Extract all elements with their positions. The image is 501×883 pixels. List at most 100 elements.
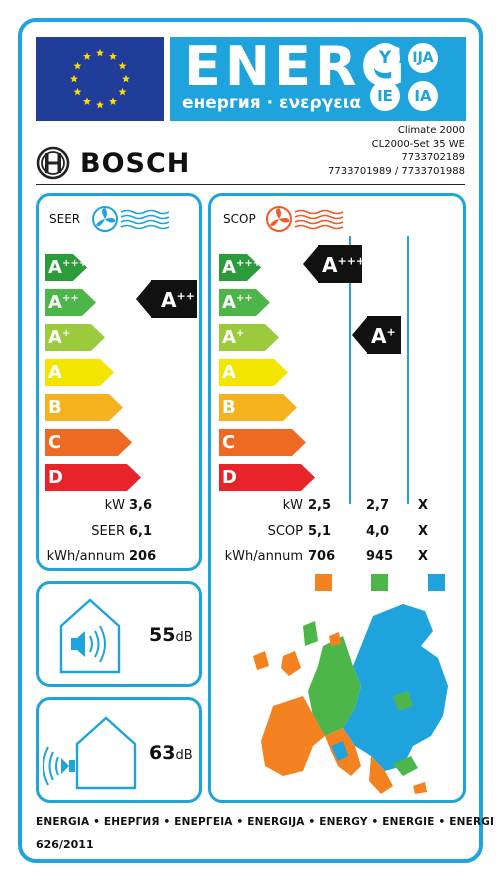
seer-title: SEER bbox=[49, 212, 81, 226]
eu-star-icon bbox=[109, 52, 117, 60]
scop-class-letter: A bbox=[222, 292, 236, 313]
seer-class-suffix: +++ bbox=[61, 258, 88, 269]
model-line-4: 7733701989 / 7733701988 bbox=[328, 165, 465, 177]
scop-row-label-scop: SCOP bbox=[267, 524, 303, 539]
seer-class-letter: A bbox=[48, 327, 62, 348]
scop-class-letter: A bbox=[222, 327, 236, 348]
scop-class-suffix: +++ bbox=[235, 258, 262, 269]
language-circle-ija: IJA bbox=[408, 43, 438, 73]
indoor-noise-value: 55dB bbox=[149, 624, 193, 646]
scop-value-scop-average: 5,1 bbox=[308, 524, 332, 539]
scop-class-suffix: + bbox=[235, 328, 245, 339]
regulation-number: 626/2011 bbox=[36, 838, 94, 851]
seer-class-bar-5: C bbox=[45, 429, 132, 456]
outdoor-noise-unit: dB bbox=[175, 748, 193, 763]
eu-star-icon bbox=[122, 74, 130, 83]
energy-word: ENERG bbox=[184, 35, 409, 98]
scop-class-bar-2: A+ bbox=[219, 324, 279, 351]
seer-class-letter: B bbox=[48, 397, 62, 418]
model-line-2: CL2000-Set 35 WE bbox=[371, 138, 465, 150]
fan-cooling-icon bbox=[92, 206, 170, 232]
scop-class-letter: B bbox=[222, 397, 236, 418]
label-frame bbox=[18, 18, 483, 863]
scop-class-bar-4: B bbox=[219, 394, 297, 421]
climate-swatch-warmer bbox=[428, 574, 445, 591]
scop-value-scop-warmer: X bbox=[418, 524, 429, 539]
indoor-speaker-icon bbox=[59, 598, 121, 674]
scop-class-bar-1: A++ bbox=[219, 289, 270, 316]
scop-value-kwh-average: 706 bbox=[308, 549, 336, 564]
scop-row-label-kw: kW bbox=[282, 498, 303, 513]
scop-class-bar-5: C bbox=[219, 429, 306, 456]
scop-value-kwh-warmer: X bbox=[418, 549, 429, 564]
seer-class-bar-0: A+++ bbox=[45, 254, 87, 281]
scop-indicator-colder-suffix: + bbox=[386, 325, 396, 339]
eu-star-icon bbox=[118, 87, 127, 96]
climate-swatch-colder bbox=[371, 574, 388, 591]
seer-class-bar-2: A+ bbox=[45, 324, 105, 351]
seer-class-indicator: A++ bbox=[136, 280, 197, 318]
brand-name: BOSCH bbox=[80, 148, 191, 179]
energy-subtitle: енергия · ενεργεια bbox=[182, 93, 361, 113]
fan-heating-icon bbox=[266, 206, 344, 232]
seer-class-letter: A bbox=[48, 292, 62, 313]
europe-climate-map-icon bbox=[253, 604, 448, 794]
scop-class-letter: A bbox=[222, 362, 236, 383]
scop-value-scop-colder: 4,0 bbox=[366, 524, 390, 539]
scop-indicator-colder: A+ bbox=[352, 316, 401, 354]
seer-class-letter: D bbox=[48, 467, 63, 488]
outdoor-noise-panel: 63dB bbox=[36, 697, 202, 803]
outdoor-noise-value: 63dB bbox=[149, 742, 193, 764]
seer-class-bar-6: D bbox=[45, 464, 141, 491]
seer-class-suffix: ++ bbox=[61, 293, 79, 304]
scop-class-bar-6: D bbox=[219, 464, 315, 491]
seer-indicator-base: A bbox=[161, 288, 177, 312]
model-line-3: 7733702189 bbox=[401, 152, 465, 163]
energy-banner: ENERG енергия · ενεργεια Y IJA IE IA bbox=[170, 35, 466, 121]
indoor-noise-number: 55 bbox=[149, 624, 176, 646]
eu-star-icon bbox=[96, 100, 104, 109]
scop-indicator-average-suffix: +++ bbox=[337, 254, 366, 268]
scop-class-letter: A bbox=[222, 257, 236, 278]
indoor-noise-unit: dB bbox=[175, 630, 193, 645]
scop-indicator-average: A+++ bbox=[303, 245, 366, 283]
scop-title: SCOP bbox=[223, 212, 256, 226]
seer-class-bar-4: B bbox=[45, 394, 123, 421]
scop-column-divider-1 bbox=[349, 236, 351, 504]
scop-panel: SCOP A+++ A++ A+ A B C D A+++ A+ kW 2,5 2,7 X … bbox=[208, 193, 466, 803]
header-divider bbox=[36, 184, 465, 185]
scop-class-letter: C bbox=[222, 432, 236, 453]
language-circle-ie: IE bbox=[370, 81, 400, 111]
eu-star-icon bbox=[83, 97, 91, 105]
outdoor-speaker-icon bbox=[43, 716, 137, 790]
language-circle-ia: IA bbox=[408, 81, 438, 111]
climate-swatch-average bbox=[315, 574, 332, 591]
scop-class-letter: D bbox=[222, 467, 237, 488]
eu-star-icon bbox=[73, 61, 82, 70]
scop-row-label-kwh: kWh/annum bbox=[224, 549, 303, 564]
seer-row-label-kw: kW bbox=[104, 498, 125, 513]
eu-star-icon bbox=[118, 61, 127, 70]
scop-value-kw-warmer: X bbox=[418, 498, 429, 513]
seer-class-suffix: + bbox=[61, 328, 71, 339]
eu-star-icon bbox=[70, 74, 78, 83]
scop-indicator-colder-base: A bbox=[371, 324, 387, 348]
seer-class-letter: A bbox=[48, 257, 62, 278]
bosch-logo: BOSCH bbox=[36, 146, 189, 185]
scop-value-kw-average: 2,5 bbox=[308, 498, 332, 513]
seer-row-value-kwh: 206 bbox=[129, 549, 157, 564]
seer-class-bar-1: A++ bbox=[45, 289, 96, 316]
scop-class-suffix: ++ bbox=[235, 293, 253, 304]
indoor-noise-panel: 55dB bbox=[36, 581, 202, 687]
seer-panel: SEER A+++ A++ A+ A B C D A++ kW 3,6 SEER 6,1 k… bbox=[36, 193, 202, 571]
seer-row-label-seer: SEER bbox=[91, 524, 125, 539]
scop-value-kwh-colder: 945 bbox=[366, 549, 394, 564]
seer-class-letter: A bbox=[48, 362, 62, 383]
seer-class-letter: C bbox=[48, 432, 62, 453]
footer-languages: ENERGIA • ЕНЕРГИЯ • ΕΝΕΡΓΕΙΑ • ENERGIJA … bbox=[36, 816, 495, 828]
seer-row-label-kwh: kWh/annum bbox=[46, 549, 125, 564]
eu-flag-icon bbox=[36, 37, 164, 121]
model-line-1: Climate 2000 bbox=[397, 125, 465, 136]
scop-value-kw-colder: 2,7 bbox=[366, 498, 390, 513]
scop-column-divider-2 bbox=[407, 236, 409, 504]
